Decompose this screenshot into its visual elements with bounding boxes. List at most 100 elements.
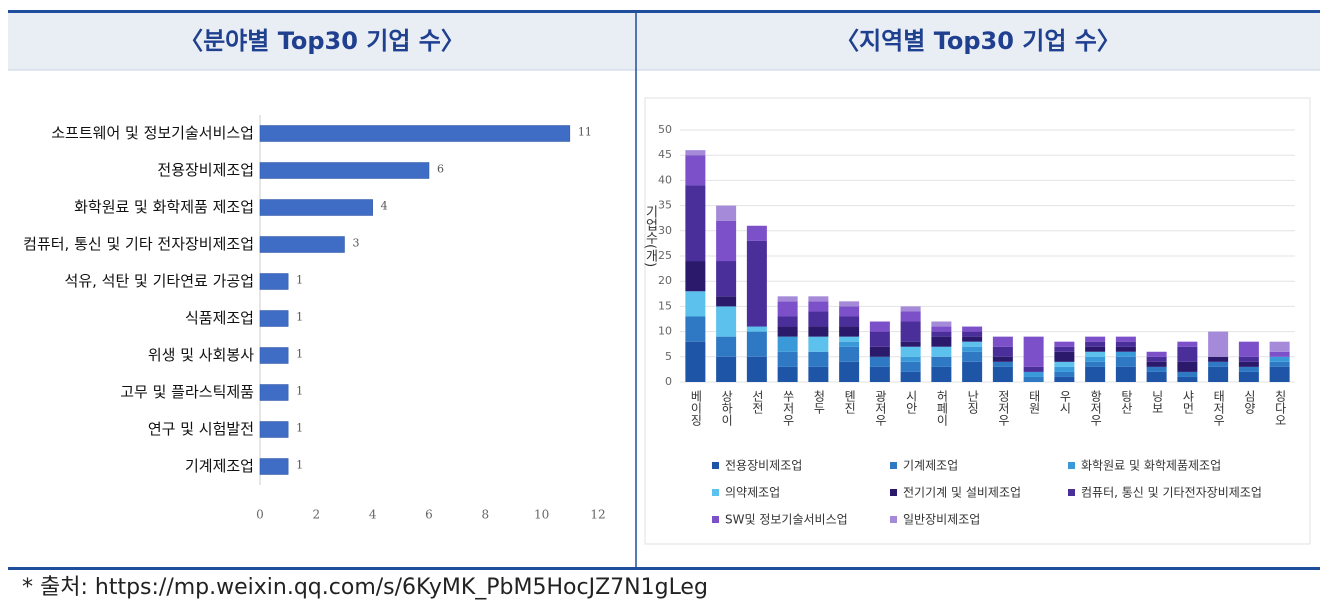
bar-segment [1054,376,1075,382]
bar-segment [839,316,860,327]
legend-label: 의약제조업 [725,485,780,500]
bar-segment [900,311,921,322]
bar-segment [962,341,983,347]
bar-segment [1085,336,1106,342]
bar-segment [1269,361,1290,367]
x-tick-label: 항저우 [1089,390,1103,426]
bar-segment [777,351,798,367]
bar-segment [839,336,860,342]
x-tick-label: 탕산 [1119,390,1133,414]
category-label: 위생 및 사회봉사 [148,346,254,364]
bar-segment [685,291,706,317]
x-tick-label: 10 [534,508,549,522]
bar-segment [808,301,829,312]
bar-segment [1115,356,1136,367]
legend-swatch [1068,462,1075,469]
bar-segment [1054,371,1075,377]
x-tick-label: 상하이 [720,390,734,426]
bar-segment [1085,341,1106,347]
bar-segment [1146,366,1167,372]
bar [259,125,571,142]
bar-segment [1269,351,1290,357]
bar [259,162,430,179]
bar-segment [992,361,1013,367]
bar-segment [869,331,890,347]
x-tick-label: 태저우 [1212,390,1226,426]
bar-segment [685,261,706,292]
bar [259,384,289,401]
bar-segment [1146,371,1167,382]
bar-segment [1054,341,1075,347]
y-tick-label: 35 [658,199,672,212]
bar-segment [685,316,706,342]
bar-segment [1238,341,1259,357]
bar-segment [1269,341,1290,352]
bar-segment [962,346,983,352]
bar-segment [1115,336,1136,342]
data-label: 1 [296,459,303,472]
legend-swatch [890,489,897,496]
x-tick-label: 심양 [1242,390,1256,414]
x-tick-label: 톈진 [843,390,857,414]
bar-segment [1208,361,1229,367]
bar-segment [839,361,860,382]
bar-segment [777,336,798,352]
data-label: 11 [578,126,592,139]
bar-segment [900,371,921,382]
legend-swatch [712,516,719,523]
bar-segment [685,155,706,186]
x-tick-label: 태원 [1027,390,1041,414]
bar [259,310,289,327]
x-tick-label: 정저우 [996,390,1010,426]
category-label: 연구 및 시험발전 [148,420,254,438]
data-label: 6 [437,163,444,176]
y-tick-label: 20 [658,274,672,287]
bar-segment [839,341,860,347]
bar-segment [962,331,983,337]
legend-label: 기계제조업 [903,459,958,473]
bar-segment [685,341,706,382]
bar-segment [1146,356,1167,362]
y-axis-label: 기업수(개) [643,205,658,267]
bar-segment [746,326,767,332]
y-tick-label: 0 [665,375,672,388]
bar-segment [1085,361,1106,367]
bar-segment [900,361,921,372]
bar-segment [746,225,767,241]
bar-segment [869,346,890,357]
bar [259,458,289,475]
bar-segment [900,356,921,362]
bar-segment [1115,366,1136,382]
y-tick-label: 40 [658,173,672,186]
legend-swatch [890,462,897,469]
x-tick-label: 난징 [966,390,980,414]
bar-segment [746,356,767,382]
data-label: 1 [296,348,303,361]
data-label: 3 [353,237,360,250]
source: * 출처: https://mp.weixin.qq.com/s/6KyMK_P… [22,575,708,600]
y-tick-label: 10 [658,325,672,338]
bar-segment [1054,346,1075,352]
x-tick-label: 4 [369,508,377,522]
category-label: 고무 및 플라스틱제품 [120,383,254,401]
data-label: 4 [381,200,388,213]
bar-segment [1238,366,1259,372]
bar-segment [1054,351,1075,362]
bar-segment [992,346,1013,357]
bar-segment [716,306,737,337]
bar-segment [808,311,829,327]
bar [259,421,289,438]
bar-segment [992,336,1013,347]
panel-title: 〈지역별 Top30 기업 수〉 [835,27,1121,55]
bar-segment [1146,361,1167,367]
bar [259,347,289,364]
bar-segment [1023,336,1044,367]
bar-segment [1177,376,1198,382]
bar-segment [1208,356,1229,362]
x-tick-label: 쑤저우 [781,390,795,426]
bar-segment [900,321,921,342]
bar-segment [900,341,921,347]
bar-segment [931,331,952,337]
bar [259,273,289,290]
